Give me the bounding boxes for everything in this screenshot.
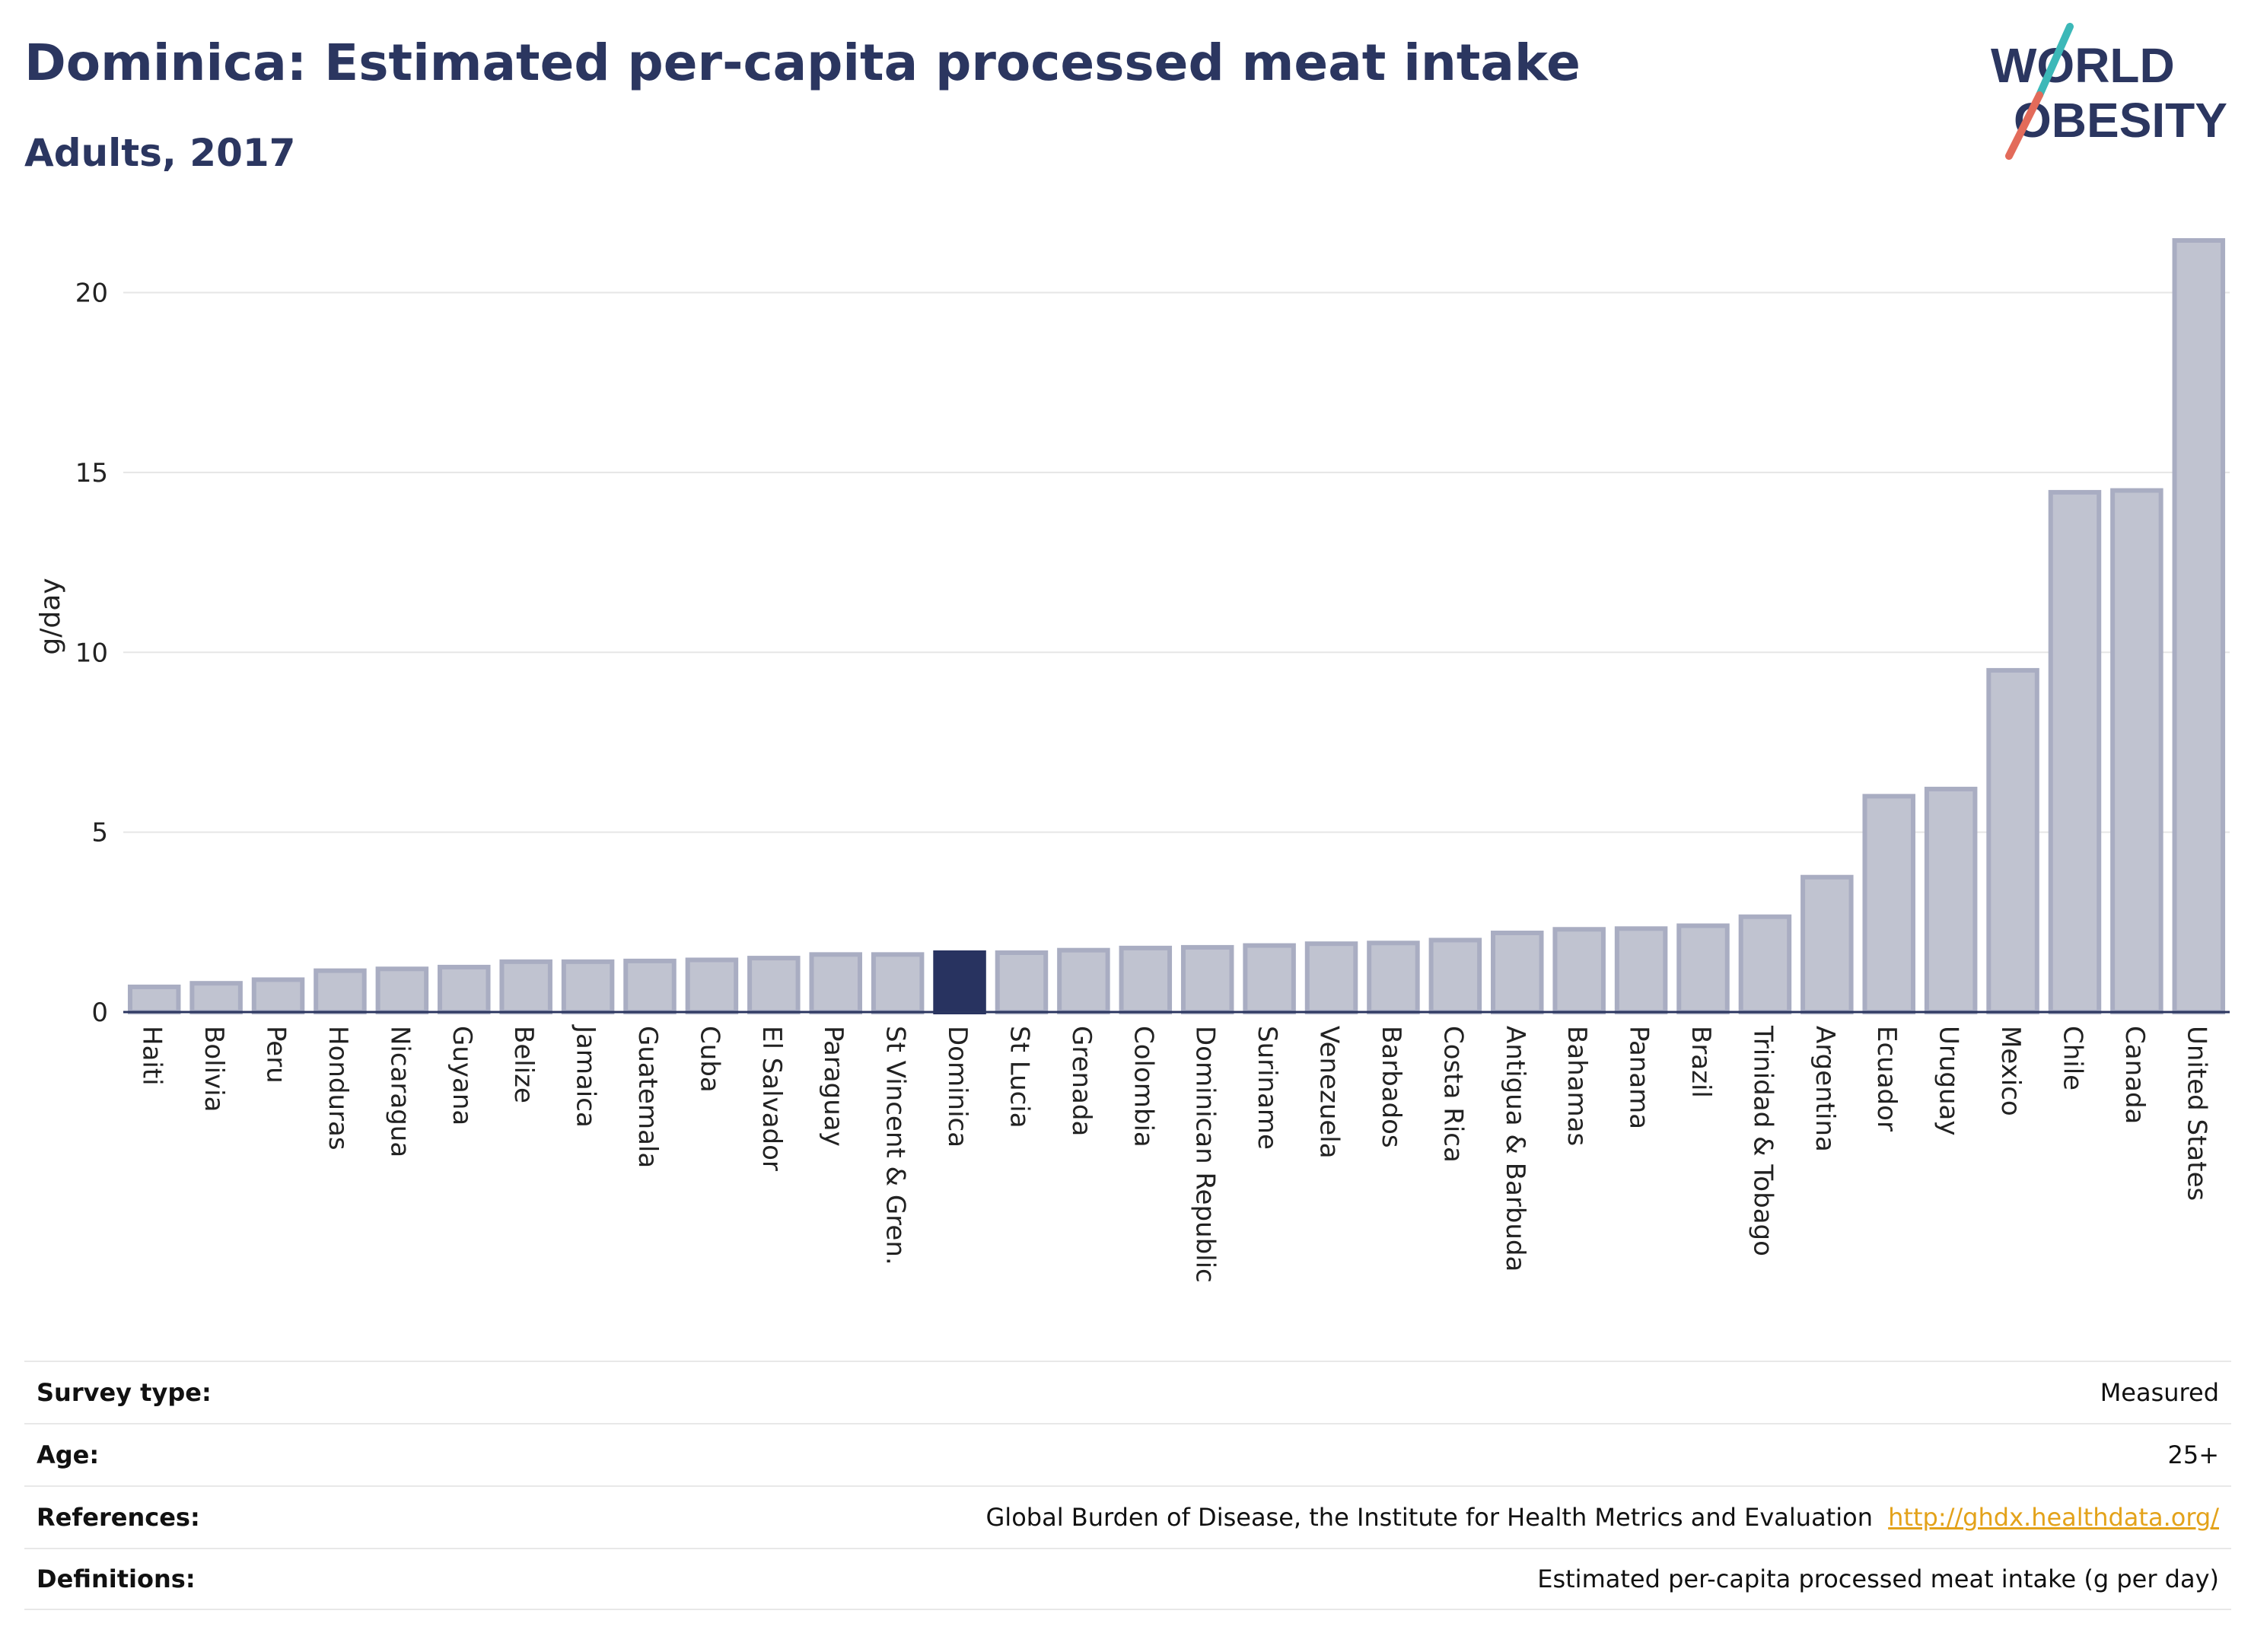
bar [871, 952, 925, 1015]
y-tick-label: 0 [91, 998, 108, 1028]
bar [1180, 944, 1234, 1014]
meta-row-survey-type: Survey type: Measured [24, 1361, 2231, 1423]
bar [1738, 914, 1792, 1015]
meta-row-definitions: Definitions: Estimated per-capita proces… [24, 1548, 2231, 1610]
x-tick-label: Venezuela [1314, 1026, 1345, 1159]
meta-value: 25+ [2167, 1440, 2219, 1469]
x-tick-label: Argentina [1810, 1026, 1840, 1152]
meta-label: References: [37, 1503, 200, 1532]
x-tick-label: Grenada [1066, 1026, 1097, 1136]
y-tick-label: 20 [75, 279, 108, 309]
meta-row-references: References: Global Burden of Disease, th… [24, 1485, 2231, 1548]
meta-label: Survey type: [37, 1378, 212, 1407]
x-tick-label: Suriname [1252, 1026, 1282, 1150]
logo-slash-coral [2005, 91, 2043, 160]
logo-line1: WORLD [1991, 38, 2175, 93]
y-tick-label: 15 [75, 458, 108, 489]
x-tick-label: Dominica [942, 1026, 973, 1147]
x-tick-label: Cuba [694, 1026, 724, 1093]
meta-value: Estimated per-capita processed meat inta… [1537, 1564, 2219, 1593]
bar [1119, 945, 1173, 1014]
y-tick-label: 5 [91, 818, 108, 848]
y-tick-label: 10 [75, 638, 108, 668]
bar [499, 959, 552, 1015]
bar-chart: 0 5 10 15 20 g/day Haiti Bolivia Peru Honduras Nic… [35, 238, 2230, 1283]
metadata-table: Survey type: Measured Age: 25+ Reference… [24, 1361, 2231, 1610]
logo-slash-teal [2036, 23, 2074, 99]
bar [1243, 943, 1296, 1014]
bar [809, 952, 862, 1015]
reference-link[interactable]: http://ghdx.healthdata.org/ [1888, 1503, 2219, 1532]
bar [2172, 238, 2226, 1014]
bar [1552, 927, 1606, 1014]
x-tick-label: Dominican Republic [1190, 1026, 1221, 1283]
bar [1491, 931, 1544, 1014]
y-axis-label: g/day [35, 578, 66, 654]
x-tick-label: El Salvador [756, 1026, 787, 1171]
bar-highlighted [933, 950, 986, 1014]
bar [1676, 923, 1730, 1014]
bar [314, 968, 367, 1014]
bar [685, 957, 739, 1015]
bar [1924, 786, 1978, 1014]
bar [1862, 794, 1915, 1014]
bar [2048, 489, 2102, 1014]
x-tick-label: Colombia [1128, 1026, 1158, 1147]
bar [1428, 937, 1482, 1015]
x-tick-label: Honduras [323, 1026, 353, 1151]
bar [189, 981, 243, 1014]
bar [1800, 874, 1854, 1015]
bar [1367, 941, 1420, 1014]
bar [127, 984, 181, 1014]
x-tick-label: Antigua & Barbuda [1500, 1026, 1530, 1272]
x-tick-label: Chile [2057, 1026, 2087, 1090]
world-obesity-logo: WORLD OBESITY [1991, 23, 2227, 160]
x-tick-label: Barbados [1376, 1026, 1406, 1148]
x-tick-label: Costa Rica [1438, 1026, 1468, 1163]
x-tick-label: Belize [508, 1026, 539, 1103]
meta-label: Age: [37, 1440, 100, 1469]
meta-value: Global Burden of Disease, the Institute … [986, 1503, 2220, 1532]
x-tick-label: Haiti [137, 1026, 167, 1086]
bar [1304, 941, 1358, 1014]
x-tick-label: Uruguay [1934, 1026, 1964, 1136]
bar [747, 956, 801, 1015]
bar [438, 964, 491, 1014]
x-tick-label: Bolivia [199, 1026, 229, 1112]
bar [561, 959, 615, 1015]
bar [251, 977, 305, 1015]
x-tick-label: United States [2181, 1026, 2211, 1201]
x-tick-label: Nicaragua [384, 1026, 415, 1157]
x-tick-label: Brazil [1686, 1026, 1716, 1098]
logo-line2: OBESITY [2014, 93, 2227, 148]
x-tick-label: Panama [1624, 1026, 1654, 1129]
bar [1057, 947, 1110, 1015]
bar [623, 958, 677, 1014]
x-tick-label: Ecuador [1871, 1026, 1902, 1132]
x-tick-label: Guyana [447, 1026, 477, 1125]
x-tick-label: Trinidad & Tobago [1747, 1025, 1778, 1256]
bar [375, 966, 429, 1014]
x-tick-label: Paraguay [818, 1026, 849, 1147]
x-tick-label: Guatemala [632, 1026, 663, 1168]
chart-title: Dominica: Estimated per-capita processed… [24, 33, 1581, 92]
x-tick-label: Bahamas [1562, 1026, 1592, 1146]
x-tick-label: Peru [261, 1026, 291, 1084]
bar [2110, 488, 2163, 1014]
reference-text: Global Burden of Disease, the Institute … [985, 1503, 1873, 1532]
x-tick-label: Jamaica [571, 1024, 601, 1128]
x-tick-label: Canada [2119, 1026, 2150, 1124]
meta-value: Measured [2100, 1378, 2219, 1407]
x-tick-label: St Vincent & Gren. [880, 1026, 911, 1265]
bar [1614, 926, 1668, 1014]
bar [995, 950, 1049, 1014]
x-tick-label: Mexico [1995, 1026, 2026, 1116]
chart-subtitle: Adults, 2017 [24, 131, 296, 175]
x-tick-label: St Lucia [1004, 1026, 1034, 1128]
bar [1986, 667, 2039, 1015]
meta-row-age: Age: 25+ [24, 1423, 2231, 1485]
meta-label: Definitions: [37, 1564, 196, 1593]
